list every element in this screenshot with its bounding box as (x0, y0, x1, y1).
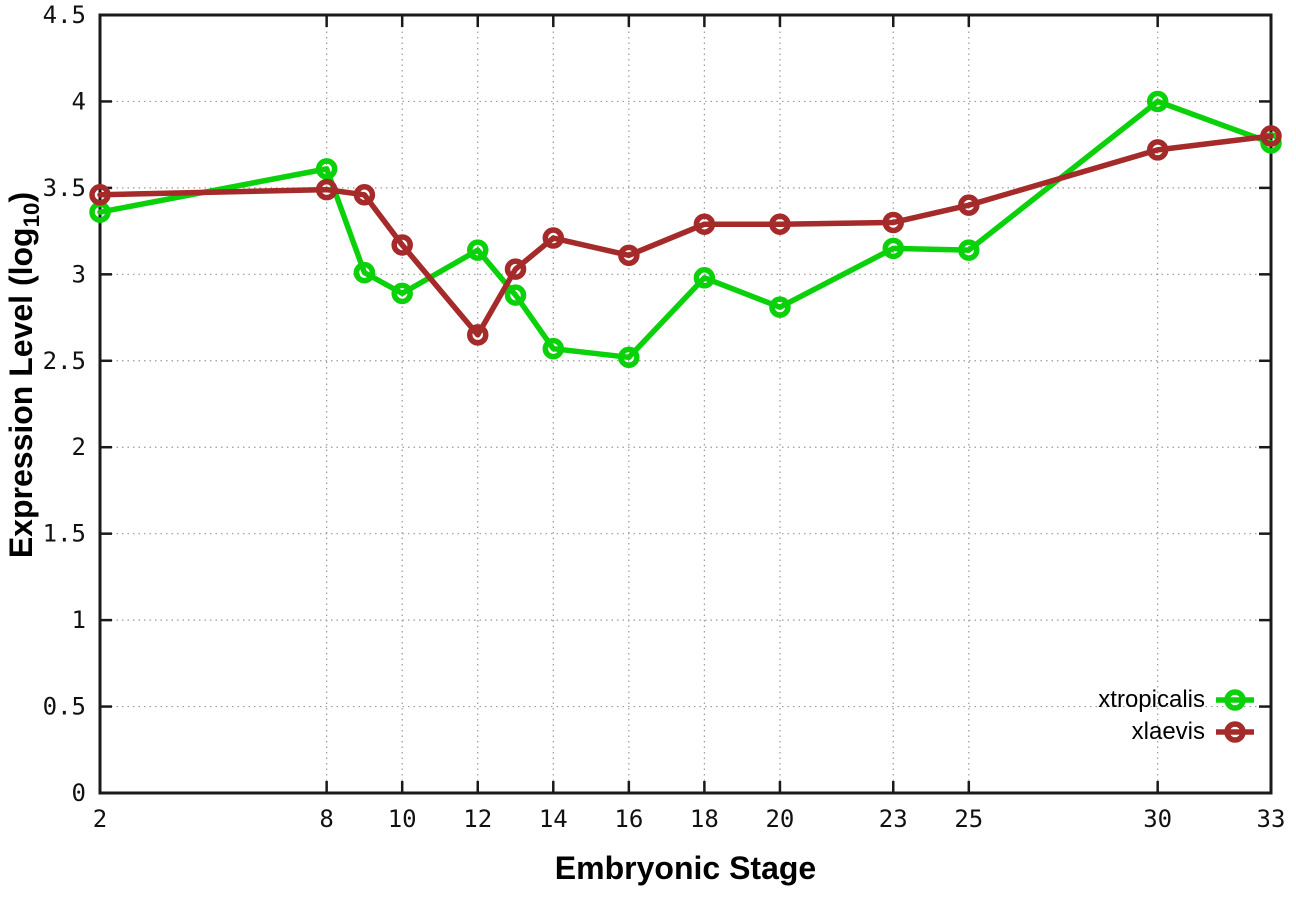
data-point-xtropicalis-stage-12 (466, 239, 489, 261)
x-tick-label: 33 (1257, 805, 1286, 833)
series-line-xlaevis (97, 133, 1274, 338)
y-tick-label: 1 (72, 606, 86, 634)
y-tick-label: 1.5 (43, 520, 86, 548)
x-tick-label: 16 (614, 805, 643, 833)
y-tick-label: 4.5 (43, 1, 86, 29)
plot-border (98, 13, 1273, 795)
y-tick-label: 3 (72, 260, 86, 288)
y-tick-label: 3.5 (43, 174, 86, 202)
data-point-xtropicalis-stage-20 (769, 296, 791, 318)
data-point-xlaevis-stage-33 (1260, 125, 1282, 147)
y-axis-title: Expression Level (log10) (3, 192, 45, 558)
data-point-xtropicalis-stage-30 (1146, 90, 1169, 113)
data-point-xtropicalis-stage-16 (618, 346, 640, 369)
x-tick-label: 8 (319, 805, 333, 833)
y-tick-label: 2.5 (43, 347, 86, 375)
x-tick-labels: 2 8 10 12 14 16 18 20 23 25 30 33 (93, 805, 1286, 833)
gridlines (100, 15, 1271, 793)
data-point-xlaevis-stage-20 (769, 213, 791, 235)
data-point-xlaevis-stage-14 (542, 227, 565, 249)
data-point-xlaevis-stage-2 (89, 184, 111, 206)
x-tick-label: 20 (765, 805, 794, 833)
x-tick-label: 18 (690, 805, 719, 833)
data-point-xlaevis-stage-13 (504, 258, 527, 280)
tick-marks (98, 13, 1273, 795)
data-point-xtropicalis-stage-8 (315, 158, 338, 180)
y-tick-labels: 0 0.5 1 1.5 2 2.5 3 3.5 4 4.5 (43, 1, 86, 807)
y-tick-label: 4 (72, 87, 86, 115)
legend: xtropicalis xlaevis (1098, 686, 1255, 746)
data-point-xlaevis-stage-23 (882, 211, 905, 234)
x-axis-title: Embryonic Stage (554, 850, 817, 886)
data-point-xlaevis-stage-10 (391, 234, 413, 256)
data-point-xlaevis-stage-16 (618, 244, 640, 267)
y-tick-label: 2 (72, 433, 86, 461)
data-point-xtropicalis-stage-14 (542, 337, 565, 360)
x-tick-label: 14 (539, 805, 568, 833)
legend-entry-xtropicalis: xtropicalis (1098, 686, 1255, 714)
data-point-xlaevis-stage-8 (315, 178, 338, 201)
y-axis-title-prefix: Expression Level (log (2, 227, 39, 559)
data-point-xtropicalis-stage-9 (353, 261, 376, 284)
x-tick-label: 23 (879, 805, 908, 833)
data-point-xtropicalis-stage-10 (391, 282, 413, 305)
data-point-xlaevis-stage-18 (693, 213, 716, 235)
y-tick-label: 0.5 (43, 693, 86, 721)
data-point-xlaevis-stage-25 (958, 194, 980, 216)
y-axis-title-subscript: 10 (19, 202, 45, 228)
data-point-xlaevis-stage-12 (466, 324, 489, 346)
x-tick-label: 25 (954, 805, 983, 833)
data-point-xlaevis-stage-9 (353, 184, 376, 206)
legend-sample-xtropicalis-icon (1216, 689, 1254, 711)
legend-sample-xlaevis-icon (1216, 721, 1254, 743)
data-point-xtropicalis-stage-18 (693, 267, 716, 289)
y-tick-label: 0 (72, 779, 86, 807)
data-point-xtropicalis-stage-13 (504, 284, 527, 306)
x-tick-label: 30 (1143, 805, 1172, 833)
legend-label-xlaevis: xlaevis (1131, 718, 1205, 745)
x-tick-label: 10 (388, 805, 417, 833)
y-axis-title-suffix: ) (2, 191, 39, 203)
legend-label-xtropicalis: xtropicalis (1098, 686, 1205, 713)
x-tick-label: 2 (93, 805, 107, 833)
series-xlaevis (89, 125, 1282, 346)
series-xtropicalis (89, 90, 1282, 369)
data-point-xlaevis-stage-30 (1146, 139, 1169, 161)
data-point-xtropicalis-stage-25 (958, 239, 980, 261)
x-tick-label: 12 (463, 805, 492, 833)
legend-entry-xlaevis: xlaevis (1132, 718, 1255, 746)
data-point-xtropicalis-stage-23 (882, 237, 905, 260)
